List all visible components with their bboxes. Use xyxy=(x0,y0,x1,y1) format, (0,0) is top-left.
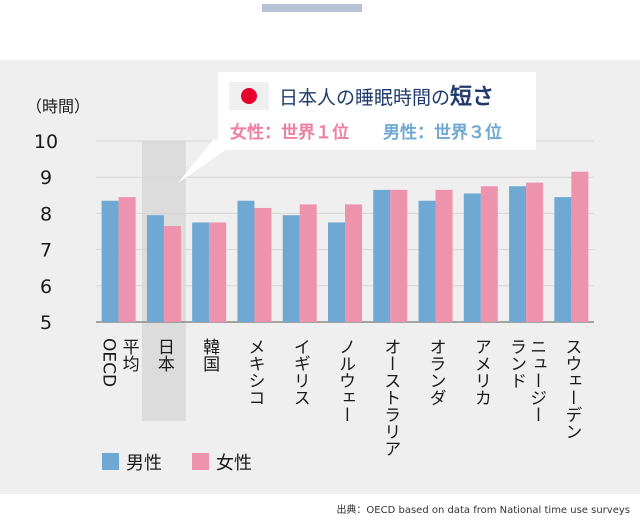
male-rank: 男性：世界３位 xyxy=(383,122,502,143)
bar xyxy=(118,197,136,322)
legend-swatch xyxy=(102,453,119,470)
y-axis-title: （時間） xyxy=(26,97,90,116)
x-tick-label: ランド xyxy=(506,338,526,389)
y-tick-label: 9 xyxy=(40,167,52,189)
callout: 日本人の睡眠時間の短さ 女性：世界１位 男性：世界３位 xyxy=(178,72,536,183)
x-tick-label: イギリス xyxy=(290,338,310,406)
legend: 男性 女性 xyxy=(102,453,252,474)
x-tick-label: オランダ xyxy=(426,338,446,406)
legend-label: 男性 xyxy=(126,453,162,474)
bar xyxy=(373,189,391,322)
y-tick-label: 7 xyxy=(40,240,52,262)
x-tick-label: ノルウェー xyxy=(335,338,355,423)
x-tick-label: アメリカ xyxy=(471,338,491,406)
bar xyxy=(509,186,527,322)
bar xyxy=(463,193,481,322)
y-tick-label: 6 xyxy=(40,276,52,298)
x-tick-label: 日本 xyxy=(154,338,175,372)
bar xyxy=(571,171,589,322)
x-tick-label: スウェーデン xyxy=(561,338,581,440)
callout-title-emphasis: 短さ xyxy=(450,85,494,110)
y-tick-label: 8 xyxy=(40,203,52,225)
bar xyxy=(192,222,210,322)
x-tick-label: 平均 xyxy=(119,338,140,373)
female-rank: 女性：世界１位 xyxy=(230,122,349,143)
bar xyxy=(163,226,181,322)
x-tick-label: メキシコ xyxy=(244,338,264,406)
bar xyxy=(254,207,272,322)
bar xyxy=(282,215,300,322)
bar xyxy=(101,200,119,322)
source-note: 出典：OECD based on data from National time… xyxy=(336,505,630,516)
callout-title: 日本人の睡眠時間の xyxy=(279,87,450,109)
x-tick-label: 韓国 xyxy=(199,338,220,372)
legend-label: 女性 xyxy=(216,453,252,474)
y-tick-label: 10 xyxy=(34,131,58,153)
bar xyxy=(328,222,345,322)
header-accent-bar xyxy=(262,4,362,12)
bar xyxy=(480,186,498,322)
y-tick-label: 5 xyxy=(40,312,52,334)
x-tick-label: ニュージー xyxy=(526,338,546,423)
bar xyxy=(554,197,572,322)
bar xyxy=(345,204,362,322)
bar xyxy=(418,200,436,322)
callout-pointer xyxy=(178,140,240,183)
bar xyxy=(390,189,408,322)
x-tick-label: オーストラリア xyxy=(380,338,400,457)
bar xyxy=(146,215,164,322)
flag-sun-icon xyxy=(241,88,257,104)
svg-text:日本人の睡眠時間の短さ: 日本人の睡眠時間の短さ xyxy=(279,85,494,110)
bar xyxy=(299,204,317,322)
legend-swatch xyxy=(192,453,209,470)
x-tick-label: OECD xyxy=(99,338,119,387)
bar xyxy=(237,200,255,322)
callout-box xyxy=(218,72,536,150)
bar xyxy=(526,182,544,322)
bar xyxy=(209,222,227,322)
bar xyxy=(435,189,453,322)
